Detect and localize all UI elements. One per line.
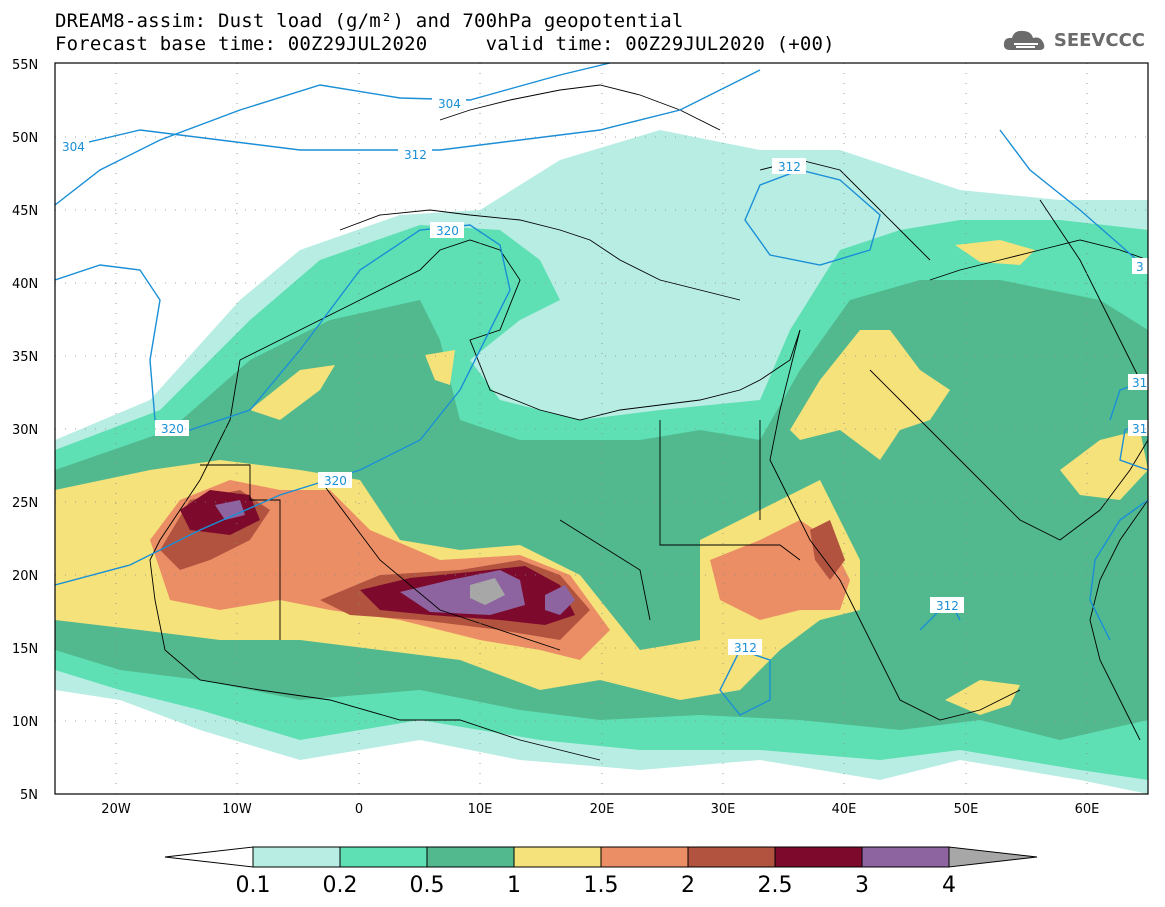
lat-tick-label: 35N	[12, 350, 38, 365]
dust-level-1-iraq	[790, 330, 950, 460]
longitude-axis: 20W 10W 0 10E 20E 30E 40E 50E 60E	[101, 802, 1099, 817]
lat-tick-label: 15N	[12, 642, 38, 657]
contour-label: 320	[436, 224, 459, 238]
colorbar-segment	[252, 846, 341, 868]
dust-level-3-mauritania	[215, 500, 245, 520]
contour-label: 31	[1132, 376, 1147, 390]
contour-label: 304	[62, 140, 85, 154]
colorbar-max-arrow	[948, 846, 1038, 868]
colorbar-label: 1	[507, 873, 521, 898]
lon-tick-label: 60E	[1075, 802, 1100, 817]
lon-tick-label: 40E	[832, 802, 857, 817]
dust-level-3-chad	[545, 585, 575, 615]
colorbar-label: 2.5	[758, 873, 793, 898]
lat-tick-label: 20N	[12, 569, 38, 584]
seevccc-logo: SEEVCCC	[1002, 26, 1145, 54]
dust-field	[55, 63, 1148, 794]
lat-tick-label: 25N	[12, 496, 38, 511]
colorbar-segment	[774, 846, 863, 868]
colorbar-segment	[687, 846, 776, 868]
dust-level-1-caspian	[955, 240, 1035, 265]
lon-tick-label: 10E	[468, 802, 493, 817]
dust-level-4	[470, 578, 505, 605]
dust-level-1-somalia	[945, 680, 1020, 715]
dust-level-1-tunisia	[425, 350, 455, 385]
lat-tick-label: 55N	[12, 58, 38, 73]
contour-label: 3	[1136, 260, 1144, 274]
lat-tick-label: 30N	[12, 423, 38, 438]
dust-level-1-maghreb	[250, 365, 335, 420]
lon-tick-label: 20W	[101, 802, 131, 817]
colorbar-label: 0.1	[236, 873, 271, 898]
colorbar-segment	[600, 846, 689, 868]
contour-label: 312	[936, 599, 959, 613]
contour-label: 304	[438, 97, 461, 111]
colorbar-label: 0.2	[323, 873, 358, 898]
lon-tick-label: 30E	[711, 802, 736, 817]
contour-label: 320	[324, 474, 347, 488]
colorbar-segment	[339, 846, 428, 868]
lat-tick-label: 10N	[12, 715, 38, 730]
country-borders	[149, 84, 1148, 761]
lat-tick-label: 40N	[12, 277, 38, 292]
lon-tick-label: 10W	[222, 802, 252, 817]
colorbar-segment	[426, 846, 515, 868]
graticule	[55, 63, 1148, 794]
map-subtitle-times: Forecast base time: 00Z29JUL2020 valid t…	[55, 33, 835, 55]
dust-level-1-gulf	[1060, 430, 1148, 500]
lon-tick-label: 50E	[954, 802, 979, 817]
lat-tick-label: 45N	[12, 204, 38, 219]
lat-tick-label: 5N	[20, 788, 38, 803]
colorbar-min-arrow	[164, 846, 254, 868]
colorbar-label: 1.5	[584, 873, 619, 898]
map-title: DREAM8-assim: Dust load (g/m²) and 700hP…	[55, 10, 684, 32]
lon-tick-label: 20E	[590, 802, 615, 817]
colorbar-segment	[861, 846, 950, 868]
contour-label: 312	[778, 160, 801, 174]
lat-tick-label: 50N	[12, 131, 38, 146]
colorbar-label: 4	[942, 873, 956, 898]
lon-tick-label: 0	[355, 802, 363, 817]
contour-label: 31	[1132, 422, 1147, 436]
map-frame	[54, 62, 1149, 795]
colorbar-label: 2	[681, 873, 695, 898]
contour-label: 320	[161, 422, 184, 436]
dust-level-2-eritrea	[810, 520, 845, 580]
colorbar	[164, 846, 1038, 868]
contour-label: 312	[404, 148, 427, 162]
colorbar-segment	[513, 846, 602, 868]
colorbar-label: 0.5	[410, 873, 445, 898]
latitude-axis: 55N 50N 45N 40N 35N 30N 25N 20N 15N 10N …	[12, 58, 38, 803]
colorbar-labels: 0.1 0.2 0.5 1 1.5 2 2.5 3 4	[236, 873, 957, 898]
cloud-logo-icon	[1003, 30, 1045, 50]
brand-text: SEEVCCC	[1053, 29, 1145, 51]
colorbar-label: 3	[855, 873, 869, 898]
contour-label-group: 304 304 312 312 312 312 320 320 320 31 3…	[55, 95, 1148, 655]
